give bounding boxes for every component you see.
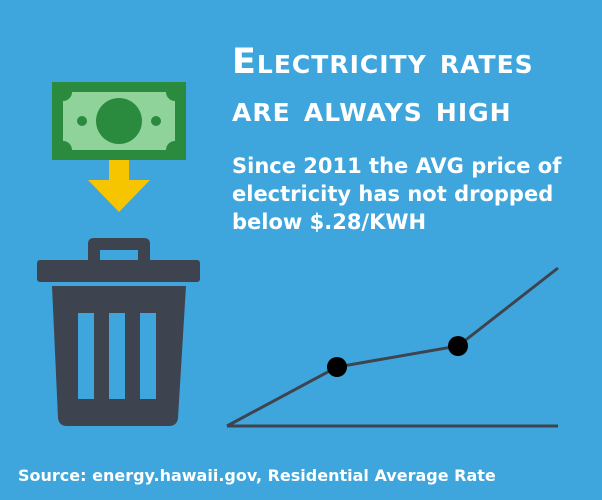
trend-point [448,336,468,356]
subheadline: Since 2011 the AVG price of electricity … [232,152,592,236]
headline: Electricity rates are always high [232,38,592,134]
subheadline-line-2: electricity has not dropped [232,182,554,206]
source-credit: Source: energy.hawaii.gov, Residential A… [18,466,496,485]
trend-line-graphic [226,266,559,428]
headline-line-2: are always high [232,90,512,130]
trash-can-icon [37,238,200,426]
trend-line [226,266,559,428]
down-arrow-icon [88,160,150,212]
dollar-bill-icon [52,82,186,160]
headline-line-1: Electricity rates [232,42,534,82]
subheadline-line-3: below $.28/KWH [232,210,427,234]
trend-point [327,357,347,377]
subheadline-line-1: Since 2011 the AVG price of [232,154,562,178]
